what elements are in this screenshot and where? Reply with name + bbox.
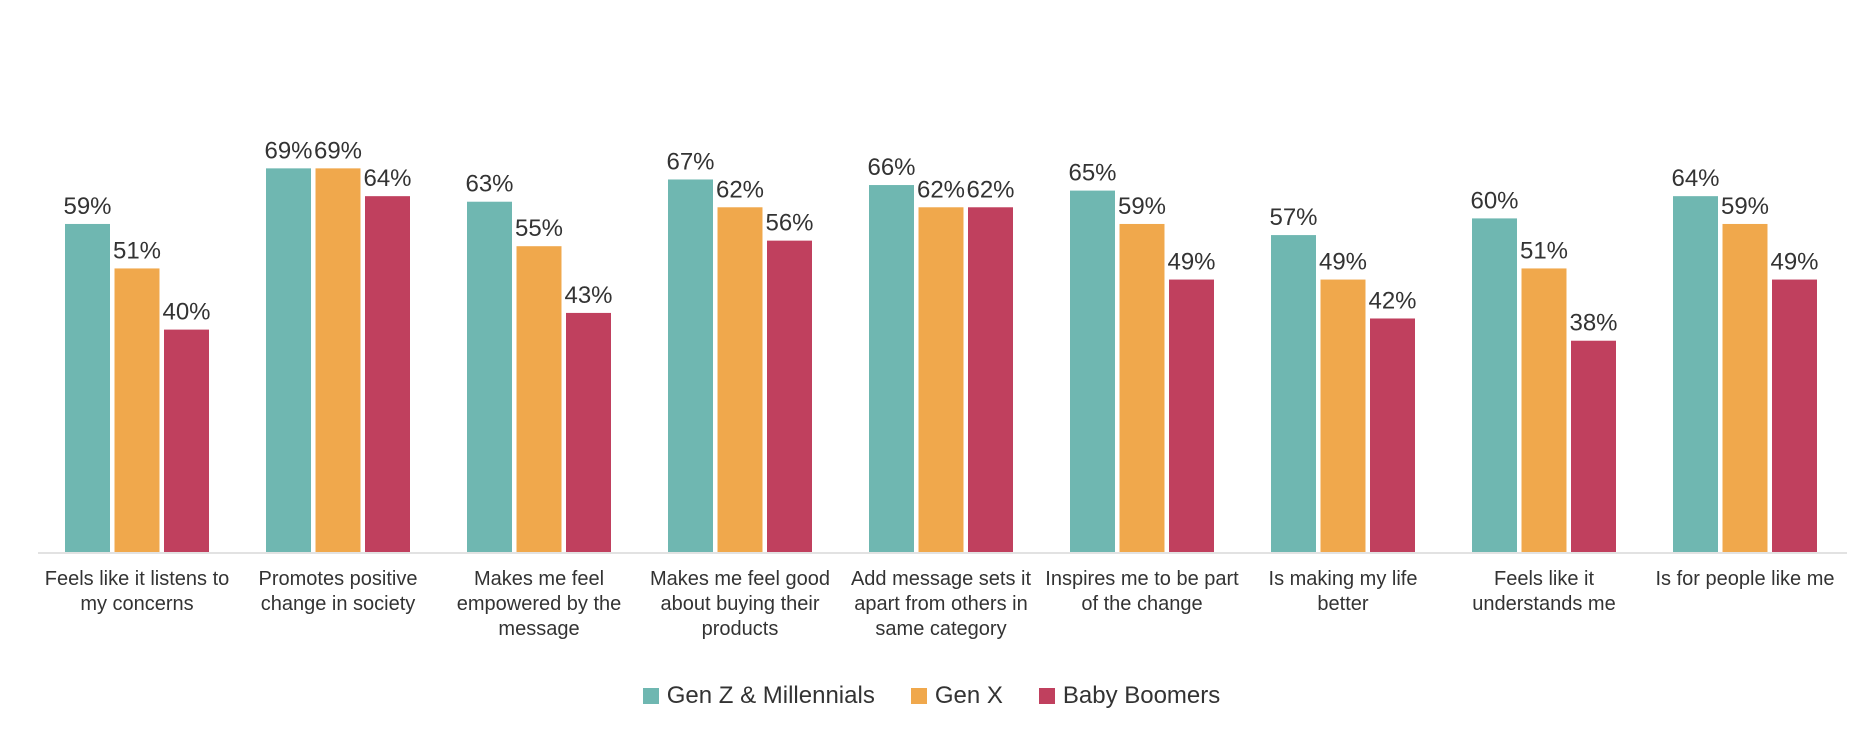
bar [767, 240, 812, 552]
bar [566, 312, 611, 552]
data-label: 66% [867, 154, 915, 181]
data-label: 63% [465, 171, 513, 198]
data-label: 65% [1068, 160, 1116, 187]
bar [1370, 318, 1415, 552]
data-label: 56% [765, 210, 813, 237]
data-label: 59% [1721, 193, 1769, 220]
x-tick-label: Inspires me to be part of the change [1045, 568, 1239, 615]
bar [668, 179, 713, 553]
data-label: 49% [1770, 249, 1818, 276]
data-label: 49% [1167, 249, 1215, 276]
data-label: 51% [1520, 237, 1568, 264]
legend-swatch [642, 688, 659, 704]
x-tick-label: Add message sets it apart from others in… [850, 568, 1032, 640]
data-label: 55% [515, 215, 563, 242]
data-label: 62% [917, 176, 965, 203]
bar [968, 207, 1013, 552]
data-label: 59% [1118, 193, 1166, 220]
data-label: 59% [63, 193, 111, 220]
x-tick-label: Is making my life better [1268, 568, 1418, 615]
bar [1722, 223, 1768, 552]
data-label: 69% [314, 137, 362, 164]
legend-label: Gen Z & Millennials [666, 682, 875, 709]
x-tick-label: Promotes positive change in society [258, 568, 418, 615]
legend-label: Baby Boomers [1062, 682, 1221, 709]
legend-swatch [1038, 688, 1055, 704]
data-label: 64% [1671, 165, 1719, 192]
data-label: 43% [564, 282, 612, 309]
x-tick-label: Is for people like me [1655, 568, 1835, 590]
bar [1320, 279, 1366, 552]
bar [1119, 223, 1165, 552]
data-label: 38% [1569, 310, 1617, 337]
bar [1673, 196, 1718, 552]
legend-item: Baby Boomers [1038, 682, 1221, 710]
data-label: 69% [264, 137, 312, 164]
bar [516, 246, 562, 552]
bar [1271, 235, 1316, 552]
x-tick-label: Makes me feel good about buying their pr… [649, 568, 831, 640]
data-label: 40% [162, 299, 210, 326]
legend-item: Gen X [910, 682, 1003, 710]
bar [1070, 190, 1115, 552]
legend: Gen Z & Millennials Gen X Baby Boomers [0, 682, 1863, 710]
legend-item: Gen Z & Millennials [642, 682, 875, 710]
bar [1772, 279, 1817, 552]
data-label: 60% [1470, 187, 1518, 214]
data-label: 62% [966, 176, 1014, 203]
data-label: 64% [363, 165, 411, 192]
bar [1571, 340, 1616, 552]
bar [315, 168, 361, 553]
legend-label: Gen X [934, 682, 1003, 709]
bar [869, 185, 914, 553]
bar [918, 207, 964, 552]
bar [1521, 268, 1567, 552]
x-tick-label: Feels like it listens to my concerns [44, 568, 230, 615]
data-label: 42% [1368, 287, 1416, 314]
bar [65, 223, 110, 552]
data-label: 62% [716, 176, 764, 203]
data-label: 57% [1269, 204, 1317, 231]
data-label: 67% [666, 148, 714, 175]
x-tick-label: Feels like it understands me [1472, 568, 1616, 615]
legend-swatch [910, 688, 927, 704]
bar [114, 268, 160, 552]
bar [1169, 279, 1214, 552]
data-label: 49% [1319, 249, 1367, 276]
bar [365, 196, 410, 552]
data-label: 51% [113, 237, 161, 264]
x-tick-label: Makes me feel empowered by the message [456, 568, 622, 640]
bar [467, 201, 512, 552]
bar [1472, 218, 1517, 552]
bar [266, 168, 311, 553]
bar [164, 329, 209, 552]
bar [717, 207, 763, 552]
